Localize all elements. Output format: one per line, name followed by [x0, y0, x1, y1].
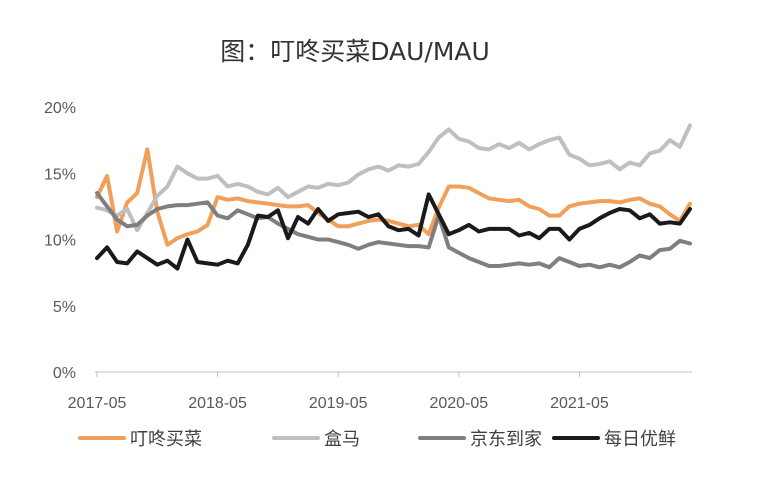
x-tick-label: 2017-05 — [68, 395, 127, 412]
series-line-0 — [95, 147, 692, 247]
y-axis-ticks: 0% 5% 10% 15% 20% — [44, 100, 76, 382]
series-line-1 — [95, 123, 692, 233]
legend-label-0: 叮咚买菜 — [130, 429, 202, 450]
x-axis-ticks: 2017-05 2018-05 2019-05 2020-05 2021-05 — [68, 372, 609, 412]
series-line-2 — [95, 191, 692, 270]
legend-label-2: 京东到家 — [470, 429, 542, 450]
y-tick-label: 10% — [44, 233, 76, 250]
series-line-3 — [95, 192, 692, 271]
legend: 叮咚买菜 盒马 京东到家 每日优鲜 — [78, 429, 676, 450]
legend-label-1: 盒马 — [324, 429, 360, 450]
y-tick-label: 5% — [53, 299, 76, 316]
y-tick-label: 15% — [44, 166, 76, 183]
x-tick-label: 2021-05 — [550, 395, 609, 412]
x-tick-label: 2019-05 — [309, 395, 368, 412]
series-lines — [95, 123, 692, 271]
chart-title: 图：叮咚买菜DAU/MAU — [220, 37, 490, 66]
x-tick-label: 2020-05 — [429, 395, 488, 412]
y-tick-label: 0% — [53, 365, 76, 382]
y-tick-label: 20% — [44, 100, 76, 117]
legend-label-3: 每日优鲜 — [604, 429, 676, 450]
x-tick-label: 2018-05 — [188, 395, 247, 412]
